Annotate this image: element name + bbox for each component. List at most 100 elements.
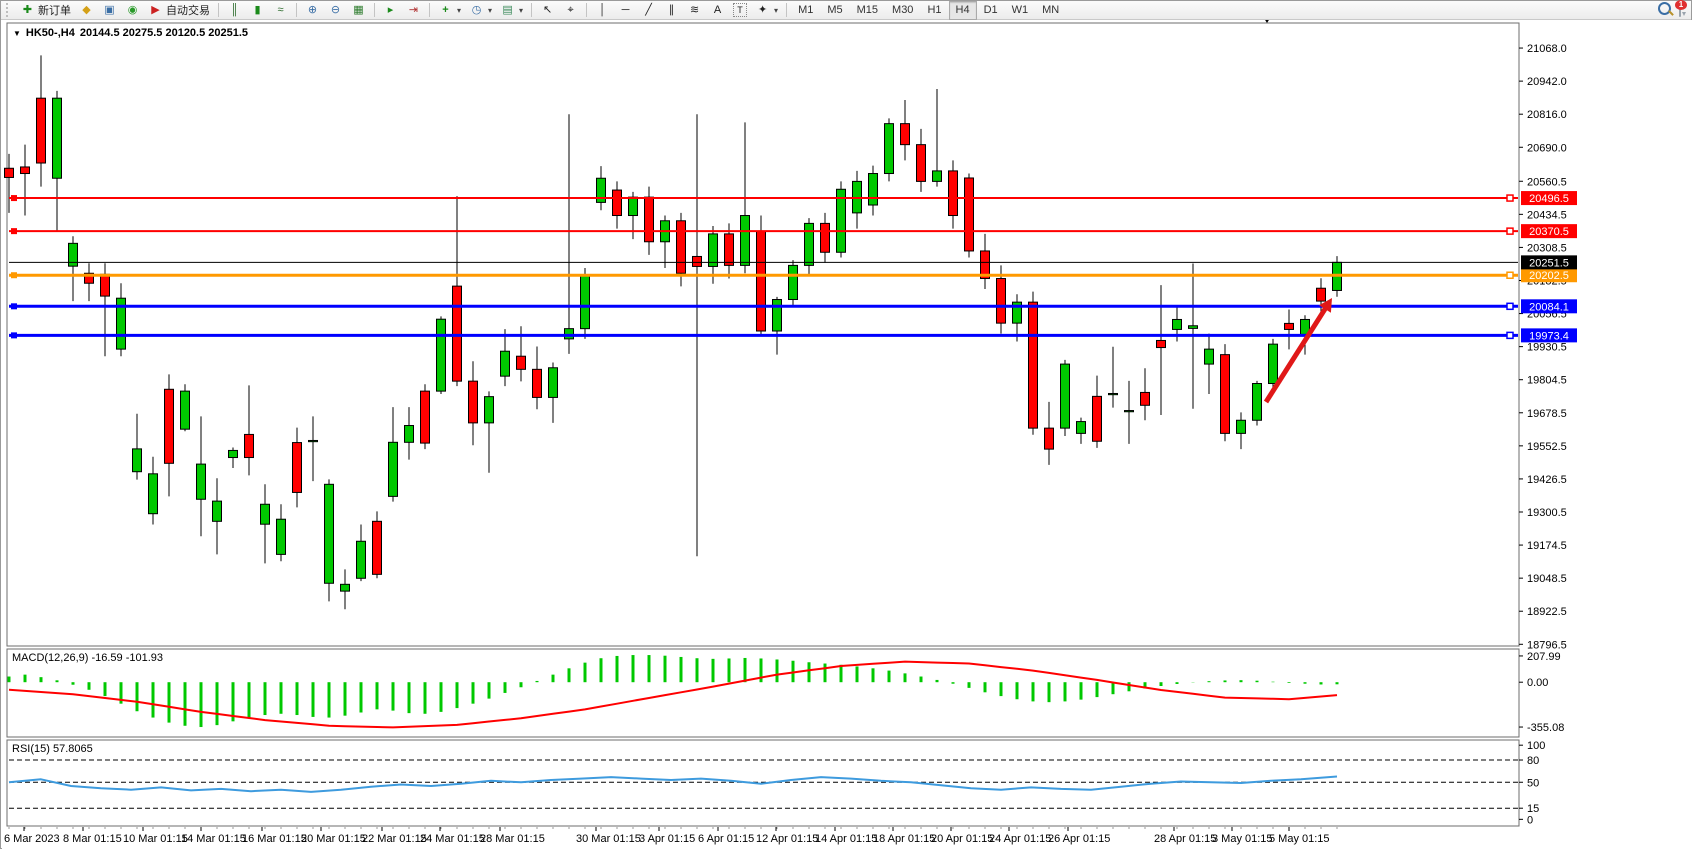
svg-text:20202.5: 20202.5 <box>1529 270 1569 282</box>
text-label-tool-button[interactable]: T <box>729 1 751 20</box>
candle-74 <box>1188 325 1198 329</box>
vertical-line-tool-button[interactable]: │ <box>591 1 614 20</box>
line-chart-button[interactable]: ≈ <box>269 1 292 20</box>
candle-71 <box>1140 391 1150 406</box>
toolbar-separator <box>531 3 533 17</box>
date-tick-label: 3 May 01:15 <box>1212 833 1273 845</box>
new-order-button[interactable]: ✚ 新订单 <box>16 1 75 20</box>
price-axis[interactable]: 21068.0 20942.0 20816.0 20690.0 20560.5 20434… <box>1519 43 1567 826</box>
candle-49 <box>788 264 798 301</box>
timeframe-group: M1 M5 M15 M30 H1 H4 D1 W1 MN <box>791 0 1066 20</box>
svg-text:207.99: 207.99 <box>1527 651 1561 663</box>
candle-16 <box>260 503 270 525</box>
arrows-tool-button[interactable]: ✦ ▾ <box>751 1 782 20</box>
add-indicator-button[interactable]: + ▾ <box>434 1 465 20</box>
timeframe-button-MN[interactable]: MN <box>1042 4 1060 16</box>
candle-72 <box>1156 339 1166 349</box>
horizontal-line-tool-button[interactable]: ─ <box>614 1 637 20</box>
timeframe-button-M5[interactable]: M5 <box>827 4 843 16</box>
channel-tool-button[interactable]: ∥ <box>660 1 683 20</box>
candle-30 <box>484 396 494 424</box>
candle-80 <box>1284 322 1294 330</box>
date-tick-label: 5 May 01:15 <box>1269 833 1330 845</box>
candle-57 <box>916 144 926 182</box>
candle-79 <box>1268 343 1278 385</box>
candle-8 <box>132 448 142 473</box>
candle-59 <box>948 170 958 217</box>
svg-text:20370.5: 20370.5 <box>1529 226 1569 238</box>
bar-chart-button[interactable]: ║ <box>223 1 246 20</box>
price-badge-20370.5: 20370.5 <box>1521 224 1577 239</box>
svg-text:19804.5: 19804.5 <box>1527 375 1567 387</box>
svg-text:20816.0: 20816.0 <box>1527 109 1567 121</box>
candle-32 <box>516 355 526 370</box>
timeframe-button-M30[interactable]: M30 <box>892 4 914 16</box>
date-tick-label: 8 Mar 01:15 <box>63 833 122 845</box>
horizontal-line-20370.5[interactable] <box>9 227 1518 235</box>
cursor-tool-button[interactable]: ↖ <box>536 1 559 20</box>
toolbar-separator <box>586 3 588 17</box>
notification-badge: 1 <box>1675 0 1687 10</box>
zoom-out-button[interactable]: ⊖ <box>324 1 347 20</box>
auto-scroll-icon: ▸ <box>387 3 394 16</box>
auto-scroll-button[interactable]: ▸ <box>379 1 402 20</box>
autotrade-button[interactable]: ▶ 自动交易 <box>144 1 214 20</box>
zoom-in-icon: ⊕ <box>307 3 318 16</box>
candle-66 <box>1060 363 1070 429</box>
autotrade-icon: ▶ <box>151 3 160 16</box>
macd-pane[interactable] <box>6 648 1520 738</box>
horizontal-line-19973.4[interactable] <box>9 331 1518 340</box>
signals-button[interactable]: ◉ <box>121 1 144 20</box>
candle-37 <box>596 177 606 203</box>
trend-arrow[interactable] <box>1263 298 1332 404</box>
horizontal-line-20202.5[interactable] <box>9 271 1518 279</box>
candle-77 <box>1236 419 1246 434</box>
candle-4 <box>68 242 78 267</box>
chart-ohlc-values: 20144.5 20275.5 20120.5 20251.5 <box>79 27 249 39</box>
periods-button[interactable]: ◷ ▾ <box>465 1 496 20</box>
candle-44 <box>708 233 718 267</box>
date-tick-label: 24 Apr 01:15 <box>989 833 1051 845</box>
trendline-tool-button[interactable]: ╱ <box>637 1 660 20</box>
chart-symbol-period: HK50-,H4 <box>25 27 75 39</box>
zoom-out-icon: ⊖ <box>330 3 341 16</box>
svg-text:19048.5: 19048.5 <box>1527 573 1567 585</box>
fibonacci-tool-button[interactable]: ≋ <box>683 1 706 20</box>
macd-indicator-label: MACD(12,26,9) -16.59 -101.93 <box>12 652 164 664</box>
equidistant-channel-icon: ∥ <box>668 3 675 16</box>
svg-text:20084.1: 20084.1 <box>1529 301 1569 313</box>
tile-windows-button[interactable]: ▦ <box>347 1 370 20</box>
horizontal-line-20084.1[interactable] <box>9 302 1518 311</box>
search-button[interactable] <box>1658 2 1671 18</box>
price-badge-20202.5: 20202.5 <box>1521 268 1577 283</box>
collapse-triangle-icon[interactable]: ▼ <box>13 28 21 38</box>
terminal-button[interactable]: ▣ <box>98 1 121 20</box>
timeframe-button-H4[interactable]: H4 <box>948 0 977 20</box>
text-tool-button[interactable]: A <box>706 1 729 20</box>
timeframe-button-H1[interactable]: H1 <box>927 4 942 16</box>
timeframe-button-D1[interactable]: D1 <box>983 4 998 16</box>
svg-text:21068.0: 21068.0 <box>1527 43 1567 55</box>
svg-text:0.00: 0.00 <box>1527 677 1548 689</box>
candle-6 <box>100 273 110 297</box>
chart-shift-button[interactable]: ⇥ <box>402 1 425 20</box>
notifications-button[interactable]: 1 <box>1675 0 1687 17</box>
timeframe-button-W1[interactable]: W1 <box>1011 4 1029 16</box>
timeframe-button-M15[interactable]: M15 <box>856 4 879 16</box>
add-indicator-icon: + <box>442 3 449 16</box>
market-watch-button[interactable]: ◆ <box>75 1 98 20</box>
toolbar-drag-handle[interactable] <box>6 3 13 17</box>
timeframe-button-M1[interactable]: M1 <box>798 4 814 16</box>
candlestick-chart-button[interactable]: ▮ <box>246 1 269 20</box>
templates-button[interactable]: ▤ ▾ <box>496 1 527 20</box>
current-price-badge: 20251.5 <box>1521 255 1577 270</box>
candle-0 <box>4 167 14 178</box>
candle-40 <box>644 196 654 243</box>
zoom-in-button[interactable]: ⊕ <box>301 1 324 20</box>
crosshair-tool-button[interactable]: ⌖ <box>559 1 582 20</box>
horizontal-line-20496.5[interactable] <box>9 194 1518 202</box>
svg-text:19174.5: 19174.5 <box>1527 540 1567 552</box>
chevron-down-icon: ▾ <box>774 5 779 15</box>
